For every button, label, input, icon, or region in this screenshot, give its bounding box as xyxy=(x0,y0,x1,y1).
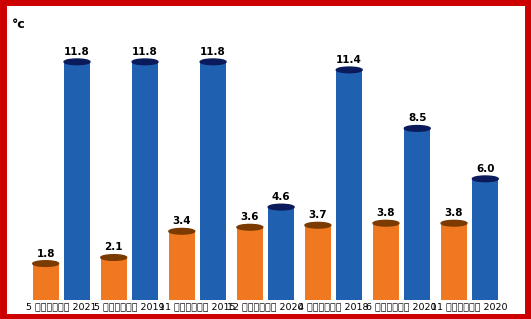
Ellipse shape xyxy=(169,228,195,234)
Ellipse shape xyxy=(64,59,90,65)
Bar xyxy=(268,207,294,300)
Bar xyxy=(33,263,58,300)
Text: 3.6: 3.6 xyxy=(241,212,259,222)
Bar xyxy=(169,231,195,300)
Ellipse shape xyxy=(33,261,58,266)
Ellipse shape xyxy=(305,222,331,228)
Text: 3.7: 3.7 xyxy=(309,210,327,220)
Bar xyxy=(237,227,263,300)
Text: 3.8: 3.8 xyxy=(445,208,463,218)
Ellipse shape xyxy=(404,126,430,131)
Bar xyxy=(404,128,430,300)
Ellipse shape xyxy=(132,59,158,65)
Bar xyxy=(305,225,331,300)
Bar xyxy=(200,62,226,300)
Text: 11.4: 11.4 xyxy=(336,55,362,65)
Bar xyxy=(441,223,467,300)
Text: 11.8: 11.8 xyxy=(132,47,158,57)
Bar xyxy=(64,62,90,300)
Text: 2.1: 2.1 xyxy=(105,242,123,252)
Text: 11.8: 11.8 xyxy=(200,47,226,57)
Ellipse shape xyxy=(473,176,498,182)
Text: 8.5: 8.5 xyxy=(408,113,426,123)
Text: 4.6: 4.6 xyxy=(272,192,290,202)
Text: 11.8: 11.8 xyxy=(64,47,90,57)
Ellipse shape xyxy=(373,220,399,226)
Text: 3.8: 3.8 xyxy=(376,208,395,218)
Ellipse shape xyxy=(441,220,467,226)
Ellipse shape xyxy=(336,67,362,73)
Text: 3.4: 3.4 xyxy=(173,216,191,226)
Bar xyxy=(373,223,399,300)
Text: 1.8: 1.8 xyxy=(37,249,55,258)
Bar xyxy=(132,62,158,300)
Bar xyxy=(101,257,127,300)
Bar xyxy=(473,179,498,300)
Text: °c: °c xyxy=(12,18,26,31)
Ellipse shape xyxy=(200,59,226,65)
Bar xyxy=(336,70,362,300)
Ellipse shape xyxy=(101,255,127,260)
Text: 6.0: 6.0 xyxy=(476,164,494,174)
Ellipse shape xyxy=(268,204,294,210)
Ellipse shape xyxy=(237,225,263,230)
